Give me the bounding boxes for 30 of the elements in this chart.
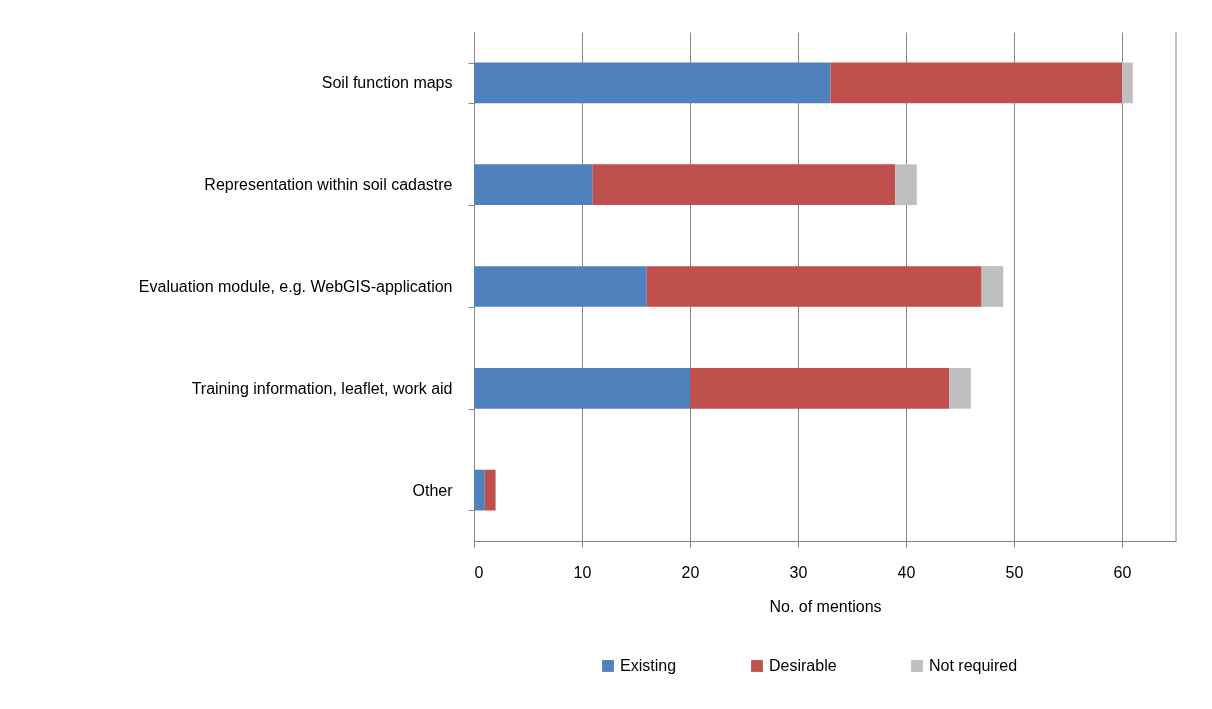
bar [895, 164, 917, 206]
x-tick-label: 10 [573, 563, 592, 581]
bar [949, 367, 971, 409]
x-tick-label: 60 [1113, 563, 1132, 581]
x-tick-label: 40 [897, 563, 916, 581]
bar [981, 266, 1004, 307]
y-tick-label: Training information, leaflet, work aid [191, 379, 453, 397]
bar [474, 266, 647, 307]
bar [474, 469, 485, 511]
x-tick-label: 50 [1005, 563, 1024, 581]
bar [592, 164, 896, 206]
bar [484, 469, 496, 511]
y-tick-label: Other [412, 481, 454, 499]
legend-label: Desirable [769, 657, 837, 674]
bar [474, 164, 593, 206]
bar [1122, 62, 1133, 104]
legend-label: Not required [929, 657, 1018, 674]
bar [646, 266, 982, 307]
y-tick-label: Representation within soil cadastre [204, 176, 453, 194]
bar [474, 62, 831, 104]
bar [690, 367, 950, 409]
y-tick-label: Soil function maps [321, 74, 453, 92]
x-tick-label: 20 [681, 563, 700, 581]
bar [474, 367, 690, 409]
x-tick-label: 30 [789, 563, 808, 581]
legend-label: Existing [620, 657, 677, 674]
y-tick-label: Evaluation module, e.g. WebGIS-application [138, 278, 453, 295]
x-tick-label: 0 [474, 563, 484, 581]
bar [830, 62, 1122, 104]
x-axis-title: No. of mentions [769, 597, 882, 615]
